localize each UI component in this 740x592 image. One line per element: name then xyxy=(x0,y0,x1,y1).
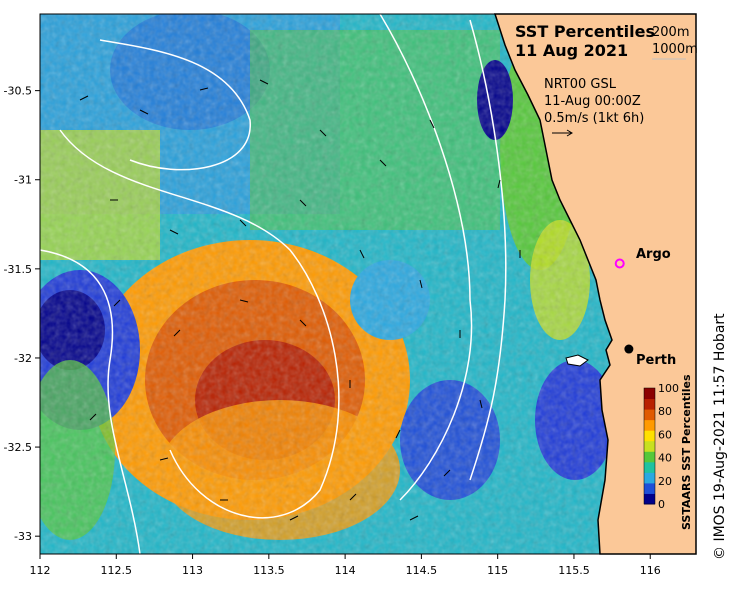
plot-frame xyxy=(39,13,697,555)
colorbar-tick-label: 80 xyxy=(658,405,672,418)
current-vectors xyxy=(79,79,521,521)
title-line-1: SST Percentiles xyxy=(515,22,655,41)
x-tick-label: 112 xyxy=(30,564,51,577)
colorbar-swatch xyxy=(644,409,655,421)
colorbar-swatch xyxy=(644,440,655,452)
colorbar-swatch xyxy=(644,451,655,463)
place-label-argo: Argo xyxy=(636,247,671,262)
argo-marker-icon xyxy=(614,258,625,269)
y-tick-label: -31.5 xyxy=(4,263,32,276)
y-tick-label: -33 xyxy=(14,530,32,543)
model-time: 11-Aug 00:00Z xyxy=(544,94,641,109)
colorbar-swatch xyxy=(644,461,655,473)
depth-1000m: 1000m xyxy=(652,42,698,57)
map-title: SST Percentiles 11 Aug 2021 xyxy=(515,22,655,60)
depth-legend: 200m 1000m xyxy=(652,24,698,58)
x-tick-label: 113 xyxy=(182,564,203,577)
title-line-2: 11 Aug 2021 xyxy=(515,41,629,60)
x-axis: 112 112.5 113 113.5 114 114.5 115 115.5 116 xyxy=(30,554,661,577)
y-tick-label: -30.5 xyxy=(4,85,32,98)
y-axis: -30.5 -31 -31.5 -32 -32.5 -33 xyxy=(4,85,40,543)
x-tick-label: 114.5 xyxy=(406,564,438,577)
x-tick-label: 114 xyxy=(335,564,356,577)
colorbar-swatch xyxy=(644,493,655,505)
model-info: NRT00 GSL 11-Aug 00:00Z 0.5m/s (1kt 6h) xyxy=(544,76,644,127)
x-tick-label: 116 xyxy=(640,564,661,577)
x-tick-label: 113.5 xyxy=(253,564,285,577)
x-tick-label: 112.5 xyxy=(101,564,133,577)
y-tick-label: -32 xyxy=(14,352,32,365)
colorbar-frame xyxy=(643,387,656,505)
colorbar-tick-label: 60 xyxy=(658,428,672,441)
colorbar-tick-label: 100 xyxy=(658,382,679,395)
depth-200m: 200m xyxy=(652,25,690,40)
colorbar-tick-label: 40 xyxy=(658,452,672,465)
colorbar-swatch xyxy=(644,482,655,494)
x-tick-label: 115.5 xyxy=(558,564,590,577)
perth-marker-icon xyxy=(624,344,634,354)
island xyxy=(565,354,589,367)
colorbar-swatch xyxy=(644,398,655,410)
colorbar-tick-label: 20 xyxy=(658,475,672,488)
arrow-scale xyxy=(552,129,573,137)
colorbar-swatch xyxy=(644,388,655,400)
y-tick-label: -32.5 xyxy=(4,441,32,454)
y-tick-label: -31 xyxy=(14,174,32,187)
bathymetry-contours xyxy=(39,13,507,555)
place-markers xyxy=(614,258,634,354)
place-label-perth: Perth xyxy=(636,353,677,368)
colorbar-tick-label: 0 xyxy=(658,498,665,511)
credit-text: © IMOS 19-Aug-2021 11:57 Hobart xyxy=(712,313,728,560)
colorbar-swatch xyxy=(644,430,655,442)
colorbar: 0 20 40 60 80 100 xyxy=(643,382,679,511)
colorbar-swatch xyxy=(644,419,655,431)
vector-scale: 0.5m/s (1kt 6h) xyxy=(544,111,645,126)
colorbar-swatch xyxy=(644,472,655,484)
x-tick-label: 115 xyxy=(487,564,508,577)
colorbar-label: SSTAARS SST Percentiles xyxy=(680,374,693,531)
model-name: NRT00 GSL xyxy=(544,77,616,92)
